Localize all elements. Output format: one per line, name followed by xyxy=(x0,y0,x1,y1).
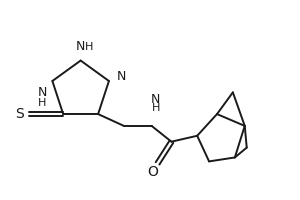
Text: N: N xyxy=(151,93,160,106)
Text: N: N xyxy=(117,70,127,83)
Text: S: S xyxy=(15,107,24,121)
Text: N: N xyxy=(76,40,85,53)
Text: H: H xyxy=(38,98,47,108)
Text: O: O xyxy=(147,165,158,179)
Text: H: H xyxy=(152,103,160,113)
Text: H: H xyxy=(84,42,93,52)
Text: N: N xyxy=(38,86,47,99)
